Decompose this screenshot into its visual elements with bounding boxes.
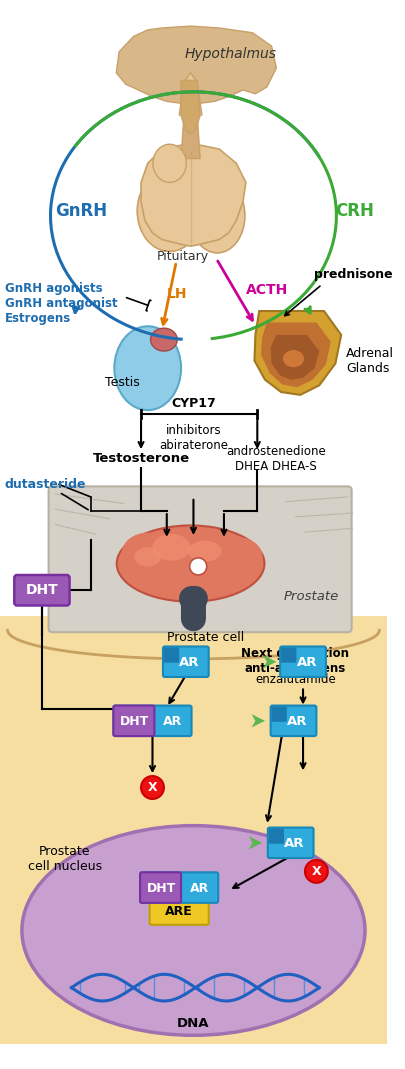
Ellipse shape: [137, 170, 202, 251]
Circle shape: [189, 558, 206, 575]
Text: Prostate cell: Prostate cell: [166, 632, 243, 645]
Text: Testis: Testis: [104, 376, 139, 389]
FancyBboxPatch shape: [271, 707, 286, 722]
Polygon shape: [181, 592, 200, 623]
Text: AR: AR: [179, 656, 199, 669]
Text: AR: AR: [162, 715, 182, 728]
Text: AR: AR: [189, 882, 208, 895]
Ellipse shape: [210, 537, 262, 577]
Polygon shape: [260, 323, 330, 387]
Text: inhibitors
abiraterone: inhibitors abiraterone: [159, 424, 227, 452]
Polygon shape: [116, 26, 276, 104]
Ellipse shape: [150, 328, 177, 351]
Text: AR: AR: [286, 715, 307, 728]
Polygon shape: [254, 311, 340, 394]
FancyBboxPatch shape: [140, 872, 218, 903]
FancyBboxPatch shape: [267, 827, 313, 858]
Polygon shape: [179, 73, 202, 115]
Polygon shape: [248, 836, 261, 850]
Text: Next generation
anti-androgens: Next generation anti-androgens: [241, 648, 349, 676]
Text: androstenedione
DHEA DHEA-S: androstenedione DHEA DHEA-S: [226, 445, 326, 472]
Ellipse shape: [166, 187, 214, 245]
Text: Prostate
cell nucleus: Prostate cell nucleus: [28, 845, 102, 873]
Text: DHT: DHT: [26, 584, 58, 598]
Text: X: X: [311, 865, 320, 878]
Ellipse shape: [188, 541, 221, 561]
FancyBboxPatch shape: [49, 486, 351, 632]
Ellipse shape: [22, 825, 364, 1035]
Polygon shape: [262, 655, 276, 668]
FancyBboxPatch shape: [268, 828, 283, 843]
Ellipse shape: [117, 526, 264, 602]
FancyBboxPatch shape: [140, 872, 181, 903]
Polygon shape: [141, 144, 245, 246]
Text: DHT: DHT: [146, 882, 175, 895]
FancyBboxPatch shape: [14, 575, 69, 605]
Text: AR: AR: [296, 656, 316, 669]
Circle shape: [141, 776, 164, 799]
Polygon shape: [181, 80, 200, 135]
Text: ACTH: ACTH: [245, 283, 288, 297]
FancyBboxPatch shape: [280, 648, 296, 663]
Text: Pituitary: Pituitary: [157, 250, 209, 263]
Text: GnRH: GnRH: [55, 202, 107, 220]
Ellipse shape: [134, 547, 161, 567]
FancyBboxPatch shape: [0, 26, 386, 616]
Text: ARE: ARE: [165, 904, 192, 918]
Polygon shape: [181, 115, 200, 158]
Text: Prostate: Prostate: [283, 590, 339, 603]
FancyBboxPatch shape: [279, 647, 325, 677]
Text: CYP17: CYP17: [171, 398, 215, 410]
FancyBboxPatch shape: [270, 706, 315, 737]
Text: X: X: [147, 781, 157, 794]
Text: CRH: CRH: [335, 202, 373, 220]
Text: dutasteride: dutasteride: [5, 478, 86, 491]
Text: Testosterone: Testosterone: [92, 452, 189, 465]
Ellipse shape: [121, 532, 173, 575]
Text: DHT: DHT: [119, 715, 149, 728]
Polygon shape: [270, 335, 318, 379]
Text: DNA: DNA: [177, 1018, 209, 1031]
Ellipse shape: [189, 179, 244, 253]
Text: LH: LH: [166, 286, 187, 300]
Text: Adrenal
Glands: Adrenal Glands: [345, 346, 393, 374]
Ellipse shape: [152, 534, 190, 561]
FancyBboxPatch shape: [113, 706, 191, 737]
Text: GnRH agonists
GnRH antagonist
Estrogens: GnRH agonists GnRH antagonist Estrogens: [5, 282, 117, 325]
Text: enzalutamide: enzalutamide: [254, 673, 335, 686]
FancyBboxPatch shape: [149, 898, 208, 925]
Circle shape: [304, 859, 327, 883]
FancyBboxPatch shape: [164, 648, 179, 663]
Text: AR: AR: [284, 837, 304, 850]
Ellipse shape: [153, 144, 186, 183]
FancyBboxPatch shape: [0, 616, 386, 1043]
Text: Hypothalmus: Hypothalmus: [184, 47, 276, 61]
Polygon shape: [251, 714, 264, 728]
Ellipse shape: [282, 351, 303, 368]
FancyBboxPatch shape: [162, 647, 208, 677]
FancyBboxPatch shape: [113, 706, 154, 737]
Text: prednisone: prednisone: [314, 268, 392, 281]
Ellipse shape: [114, 326, 181, 410]
